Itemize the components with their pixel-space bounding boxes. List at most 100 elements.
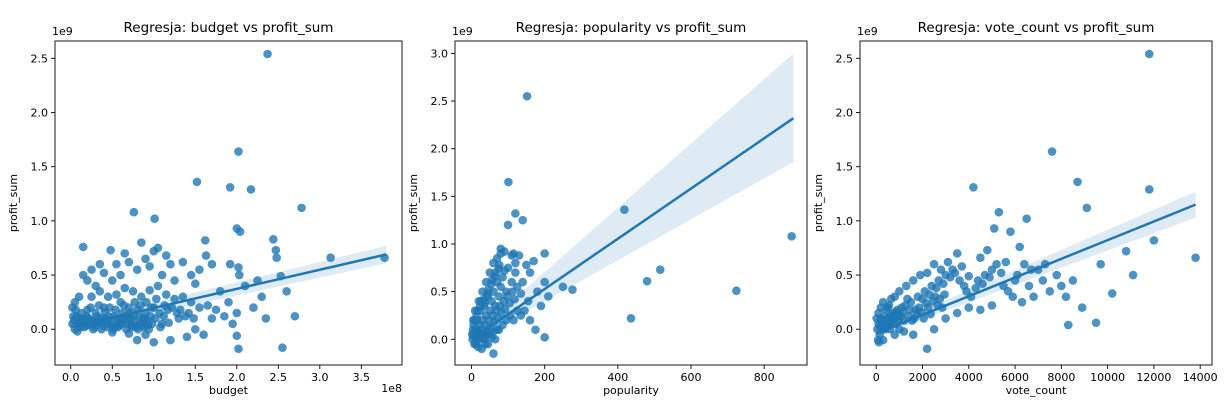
axes-frame bbox=[859, 40, 1213, 366]
x-tick-label: 0.0 bbox=[62, 371, 80, 384]
data-point bbox=[249, 303, 258, 312]
data-point bbox=[1029, 292, 1038, 302]
data-point bbox=[95, 287, 105, 296]
y-tick-label: 0.0 bbox=[836, 323, 854, 336]
y-axis-label: profit_sum bbox=[812, 174, 825, 232]
data-point bbox=[182, 332, 192, 342]
data-point bbox=[996, 268, 1006, 278]
data-point bbox=[511, 258, 520, 268]
y-tick-label: 2.5 bbox=[31, 52, 49, 65]
data-point bbox=[120, 283, 130, 293]
x-tick-label: 0.5 bbox=[104, 371, 122, 384]
data-point bbox=[155, 308, 164, 318]
data-point bbox=[507, 251, 517, 260]
chart-title: Regresja: popularity vs profit_sum bbox=[516, 20, 747, 36]
confidence-band bbox=[471, 53, 794, 343]
data-point bbox=[899, 327, 909, 336]
data-point bbox=[1045, 287, 1055, 296]
data-point bbox=[964, 271, 974, 281]
x-tick-label: 10000 bbox=[1090, 371, 1125, 384]
x-tick-label: 1.5 bbox=[187, 371, 205, 384]
data-point bbox=[87, 265, 96, 274]
data-point bbox=[540, 249, 549, 258]
data-point bbox=[146, 311, 155, 321]
data-point bbox=[192, 177, 202, 187]
data-point bbox=[232, 331, 242, 341]
y-tick-label: 1.5 bbox=[836, 161, 854, 174]
data-point bbox=[957, 262, 967, 271]
y-tick-label: 2.0 bbox=[836, 107, 854, 120]
data-point bbox=[1057, 281, 1066, 291]
data-point bbox=[531, 325, 540, 335]
data-point bbox=[207, 259, 217, 269]
x-tick-label: 0 bbox=[873, 371, 880, 384]
y-tick-label: 2.5 bbox=[431, 95, 449, 108]
data-point bbox=[326, 253, 335, 263]
data-point bbox=[1191, 253, 1200, 263]
data-point bbox=[269, 235, 278, 244]
data-point bbox=[525, 315, 535, 325]
data-point bbox=[1001, 257, 1011, 267]
data-point bbox=[257, 292, 267, 302]
data-point bbox=[540, 333, 549, 342]
x-tick-label: 2.5 bbox=[270, 371, 288, 384]
plot-area bbox=[872, 49, 1200, 354]
data-point bbox=[932, 283, 941, 293]
data-point bbox=[72, 311, 81, 321]
data-point bbox=[149, 337, 159, 347]
data-point bbox=[1020, 259, 1029, 269]
y-tick-label: 0.5 bbox=[836, 269, 854, 282]
data-point bbox=[525, 268, 535, 277]
data-point bbox=[787, 232, 796, 241]
data-point bbox=[1017, 297, 1027, 307]
data-point bbox=[145, 262, 154, 271]
y-axis-label: profit_sum bbox=[7, 174, 20, 232]
data-point bbox=[522, 91, 532, 101]
data-point bbox=[87, 292, 96, 302]
data-point bbox=[225, 182, 235, 192]
confidence-band bbox=[70, 245, 387, 332]
data-point bbox=[1061, 292, 1071, 302]
data-point bbox=[128, 287, 138, 296]
data-point bbox=[195, 303, 204, 312]
data-point bbox=[141, 254, 150, 264]
chart-title: Regresja: vote_count vs profit_sum bbox=[918, 20, 1155, 36]
data-point bbox=[989, 224, 999, 233]
x-axis-label: budget bbox=[209, 384, 249, 397]
data-point bbox=[161, 251, 171, 260]
data-point bbox=[190, 324, 200, 334]
data-point bbox=[234, 263, 243, 272]
data-point bbox=[978, 279, 987, 289]
x-tick-label: 1.0 bbox=[145, 371, 163, 384]
data-point bbox=[166, 259, 175, 269]
data-point bbox=[982, 245, 992, 255]
data-point bbox=[518, 215, 527, 225]
x-axis-label: popularity bbox=[603, 384, 659, 397]
data-point bbox=[874, 337, 884, 347]
data-point bbox=[952, 249, 962, 258]
data-point bbox=[558, 282, 568, 292]
data-point bbox=[99, 268, 109, 278]
axes-frame bbox=[454, 40, 808, 366]
data-point bbox=[107, 276, 117, 285]
y-offset-label: 1e9 bbox=[452, 25, 473, 38]
data-point bbox=[119, 301, 129, 310]
x-tick-label: 800 bbox=[754, 371, 775, 384]
data-point bbox=[994, 207, 1004, 217]
data-point bbox=[153, 281, 163, 291]
data-point bbox=[235, 227, 245, 237]
x-offset-label: 1e8 bbox=[381, 382, 402, 395]
data-point bbox=[1068, 276, 1078, 285]
data-point bbox=[1082, 203, 1092, 213]
data-point bbox=[878, 297, 888, 307]
data-point bbox=[142, 297, 151, 307]
data-point bbox=[480, 298, 489, 308]
data-point bbox=[145, 285, 154, 295]
x-tick-label: 3.5 bbox=[353, 371, 371, 384]
data-point bbox=[503, 220, 513, 230]
data-point bbox=[732, 286, 741, 295]
data-point bbox=[529, 256, 538, 266]
data-point bbox=[1096, 259, 1105, 269]
data-point bbox=[492, 325, 502, 335]
